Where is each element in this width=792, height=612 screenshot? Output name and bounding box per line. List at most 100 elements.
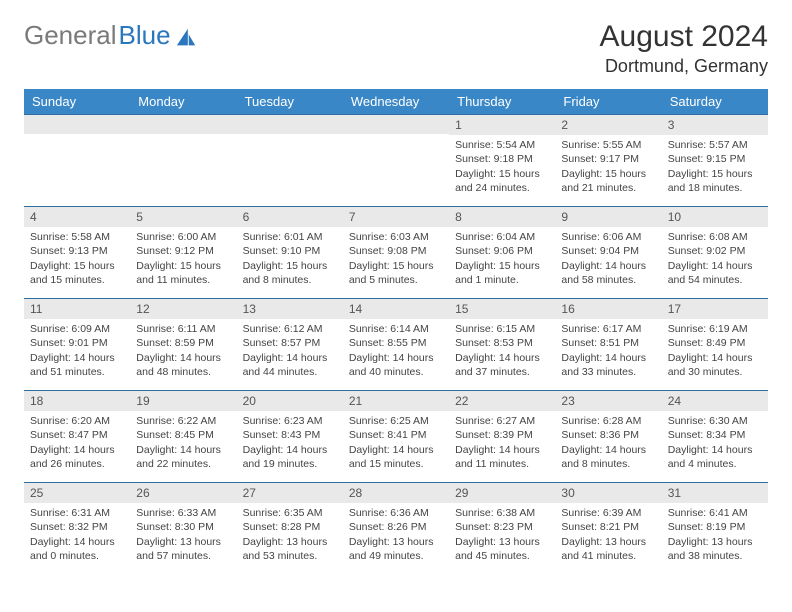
day-details: Sunrise: 6:15 AMSunset: 8:53 PMDaylight:…: [449, 319, 555, 383]
day-sunrise: Sunrise: 6:12 AM: [243, 322, 337, 336]
day-number: 20: [237, 391, 343, 411]
day-sunrise: Sunrise: 6:35 AM: [243, 506, 337, 520]
calendar-table: SundayMondayTuesdayWednesdayThursdayFrid…: [24, 89, 768, 575]
day-sunset: Sunset: 8:26 PM: [349, 520, 443, 534]
day-number-empty: [237, 115, 343, 134]
day-sunset: Sunset: 9:04 PM: [561, 244, 655, 258]
day-details: Sunrise: 6:01 AMSunset: 9:10 PMDaylight:…: [237, 227, 343, 291]
day-number: 28: [343, 483, 449, 503]
day-daylight1: Daylight: 13 hours: [243, 535, 337, 549]
day-details: Sunrise: 5:55 AMSunset: 9:17 PMDaylight:…: [555, 135, 661, 199]
day-daylight2: and 5 minutes.: [349, 273, 443, 287]
calendar-day-cell: 22Sunrise: 6:27 AMSunset: 8:39 PMDayligh…: [449, 391, 555, 483]
day-daylight1: Daylight: 14 hours: [243, 351, 337, 365]
calendar-week-row: 11Sunrise: 6:09 AMSunset: 9:01 PMDayligh…: [24, 299, 768, 391]
weekday-header: Saturday: [662, 89, 768, 115]
day-number: 13: [237, 299, 343, 319]
day-daylight1: Daylight: 14 hours: [30, 443, 124, 457]
weekday-header: Wednesday: [343, 89, 449, 115]
weekday-header: Tuesday: [237, 89, 343, 115]
calendar-day-cell: 24Sunrise: 6:30 AMSunset: 8:34 PMDayligh…: [662, 391, 768, 483]
day-daylight2: and 45 minutes.: [455, 549, 549, 563]
day-sunset: Sunset: 8:41 PM: [349, 428, 443, 442]
day-sunrise: Sunrise: 6:23 AM: [243, 414, 337, 428]
day-sunrise: Sunrise: 6:17 AM: [561, 322, 655, 336]
day-number: 18: [24, 391, 130, 411]
calendar-week-row: 1Sunrise: 5:54 AMSunset: 9:18 PMDaylight…: [24, 115, 768, 207]
day-sunrise: Sunrise: 6:39 AM: [561, 506, 655, 520]
brand-logo: GeneralBlue: [24, 20, 197, 51]
day-sunset: Sunset: 9:17 PM: [561, 152, 655, 166]
calendar-day-cell: 6Sunrise: 6:01 AMSunset: 9:10 PMDaylight…: [237, 207, 343, 299]
month-title: August 2024: [600, 20, 768, 54]
day-sunrise: Sunrise: 6:08 AM: [668, 230, 762, 244]
day-sunrise: Sunrise: 6:25 AM: [349, 414, 443, 428]
day-number: 1: [449, 115, 555, 135]
day-daylight2: and 53 minutes.: [243, 549, 337, 563]
day-daylight2: and 26 minutes.: [30, 457, 124, 471]
day-daylight1: Daylight: 13 hours: [561, 535, 655, 549]
calendar-day-cell: 26Sunrise: 6:33 AMSunset: 8:30 PMDayligh…: [130, 483, 236, 575]
day-sunrise: Sunrise: 6:27 AM: [455, 414, 549, 428]
day-daylight1: Daylight: 15 hours: [136, 259, 230, 273]
day-daylight1: Daylight: 15 hours: [455, 259, 549, 273]
day-number: 29: [449, 483, 555, 503]
day-daylight2: and 51 minutes.: [30, 365, 124, 379]
day-details: Sunrise: 6:04 AMSunset: 9:06 PMDaylight:…: [449, 227, 555, 291]
day-sunrise: Sunrise: 6:19 AM: [668, 322, 762, 336]
calendar-day-cell: 13Sunrise: 6:12 AMSunset: 8:57 PMDayligh…: [237, 299, 343, 391]
calendar-day-cell: 14Sunrise: 6:14 AMSunset: 8:55 PMDayligh…: [343, 299, 449, 391]
calendar-day-cell: 7Sunrise: 6:03 AMSunset: 9:08 PMDaylight…: [343, 207, 449, 299]
calendar-day-cell: 1Sunrise: 5:54 AMSunset: 9:18 PMDaylight…: [449, 115, 555, 207]
day-daylight1: Daylight: 14 hours: [136, 351, 230, 365]
day-sunrise: Sunrise: 5:54 AM: [455, 138, 549, 152]
calendar-day-cell: 30Sunrise: 6:39 AMSunset: 8:21 PMDayligh…: [555, 483, 661, 575]
day-sunset: Sunset: 9:08 PM: [349, 244, 443, 258]
day-sunrise: Sunrise: 5:55 AM: [561, 138, 655, 152]
day-details: Sunrise: 6:27 AMSunset: 8:39 PMDaylight:…: [449, 411, 555, 475]
day-daylight2: and 40 minutes.: [349, 365, 443, 379]
day-details: Sunrise: 5:54 AMSunset: 9:18 PMDaylight:…: [449, 135, 555, 199]
calendar-day-cell: [130, 115, 236, 207]
day-sunrise: Sunrise: 6:11 AM: [136, 322, 230, 336]
day-details: Sunrise: 6:08 AMSunset: 9:02 PMDaylight:…: [662, 227, 768, 291]
day-sunset: Sunset: 8:36 PM: [561, 428, 655, 442]
day-sunrise: Sunrise: 5:57 AM: [668, 138, 762, 152]
day-daylight1: Daylight: 14 hours: [561, 259, 655, 273]
weekday-header: Sunday: [24, 89, 130, 115]
day-sunset: Sunset: 9:15 PM: [668, 152, 762, 166]
calendar-day-cell: [237, 115, 343, 207]
day-number: 23: [555, 391, 661, 411]
day-number: 17: [662, 299, 768, 319]
day-daylight2: and 8 minutes.: [243, 273, 337, 287]
day-details: Sunrise: 5:57 AMSunset: 9:15 PMDaylight:…: [662, 135, 768, 199]
day-sunset: Sunset: 8:19 PM: [668, 520, 762, 534]
day-daylight1: Daylight: 13 hours: [455, 535, 549, 549]
day-number-empty: [24, 115, 130, 134]
day-daylight1: Daylight: 15 hours: [349, 259, 443, 273]
day-daylight1: Daylight: 14 hours: [668, 351, 762, 365]
day-sunrise: Sunrise: 5:58 AM: [30, 230, 124, 244]
day-details: Sunrise: 6:17 AMSunset: 8:51 PMDaylight:…: [555, 319, 661, 383]
day-daylight1: Daylight: 13 hours: [136, 535, 230, 549]
day-daylight1: Daylight: 13 hours: [668, 535, 762, 549]
day-number: 5: [130, 207, 236, 227]
calendar-day-cell: 29Sunrise: 6:38 AMSunset: 8:23 PMDayligh…: [449, 483, 555, 575]
calendar-day-cell: 15Sunrise: 6:15 AMSunset: 8:53 PMDayligh…: [449, 299, 555, 391]
calendar-day-cell: 4Sunrise: 5:58 AMSunset: 9:13 PMDaylight…: [24, 207, 130, 299]
day-number: 3: [662, 115, 768, 135]
day-sunset: Sunset: 9:01 PM: [30, 336, 124, 350]
day-number: 22: [449, 391, 555, 411]
day-sunrise: Sunrise: 6:28 AM: [561, 414, 655, 428]
day-details: Sunrise: 6:38 AMSunset: 8:23 PMDaylight:…: [449, 503, 555, 567]
day-details: Sunrise: 6:00 AMSunset: 9:12 PMDaylight:…: [130, 227, 236, 291]
day-daylight2: and 58 minutes.: [561, 273, 655, 287]
calendar-day-cell: 17Sunrise: 6:19 AMSunset: 8:49 PMDayligh…: [662, 299, 768, 391]
day-daylight1: Daylight: 15 hours: [243, 259, 337, 273]
day-sunset: Sunset: 8:23 PM: [455, 520, 549, 534]
day-details: Sunrise: 6:23 AMSunset: 8:43 PMDaylight:…: [237, 411, 343, 475]
day-daylight1: Daylight: 15 hours: [668, 167, 762, 181]
weekday-header: Thursday: [449, 89, 555, 115]
day-number: 25: [24, 483, 130, 503]
day-daylight2: and 0 minutes.: [30, 549, 124, 563]
